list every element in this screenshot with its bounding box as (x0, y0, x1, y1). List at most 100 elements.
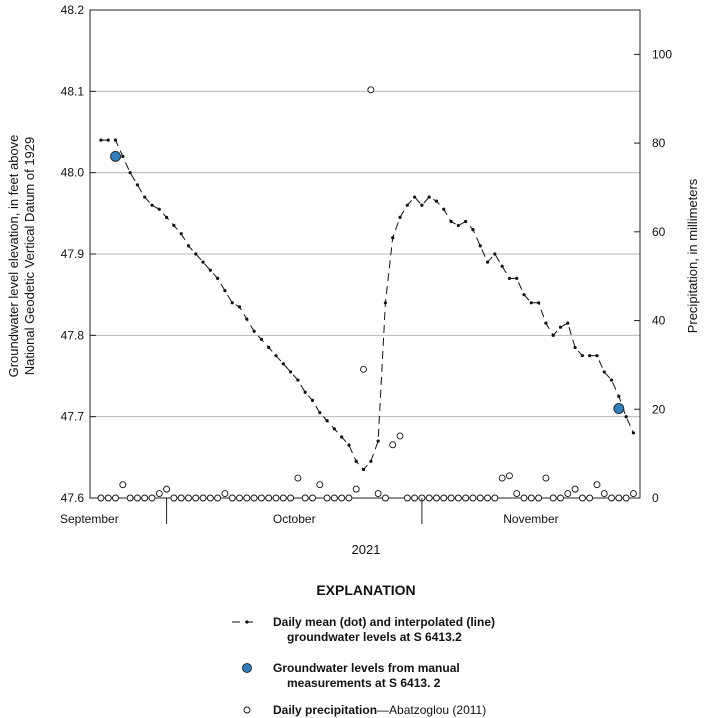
precipitation-point-18 (228, 494, 236, 502)
precipitation-point-1 (104, 494, 112, 502)
groundwater-daily-point-11 (179, 232, 183, 236)
month-label-0: September (60, 512, 119, 526)
precipitation-point-7 (148, 494, 156, 502)
groundwater-daily-point-23 (267, 345, 271, 350)
groundwater-daily-point-54 (493, 252, 497, 256)
precipitation-point-4 (126, 494, 134, 502)
precipitation-point-63 (557, 494, 564, 502)
groundwater-daily-point-52 (478, 244, 482, 248)
left-tick-label-0: 47.6 (61, 491, 85, 505)
groundwater-daily-point-49 (456, 223, 460, 228)
groundwater-daily-point-8 (157, 207, 161, 211)
precipitation-point-42 (403, 494, 411, 502)
groundwater-daily-point-35 (354, 459, 358, 463)
groundwater-daily-point-41 (398, 215, 402, 219)
legend-item-1-line-1: measurements at S 6413. 2 (287, 676, 441, 690)
right-tick-label-5: 100 (652, 47, 672, 61)
precipitation-point-21 (250, 494, 258, 502)
groundwater-daily-point-53 (485, 260, 490, 264)
precipitation-point-20 (243, 494, 251, 502)
precipitation-point-6 (141, 494, 149, 502)
groundwater-daily-point-58 (522, 293, 526, 297)
groundwater-daily-point-31 (325, 419, 329, 423)
precipitation-point-54 (491, 494, 499, 502)
right-tick-label-0: 0 (652, 491, 659, 505)
groundwater-daily-point-69 (602, 370, 606, 374)
legend-item-0-line-0: Daily mean (dot) and interpolated (line) (273, 615, 495, 629)
precipitation-point-32 (330, 494, 338, 502)
groundwater-daily-point-1 (106, 138, 110, 142)
precipitation-point-13 (192, 494, 200, 502)
precipitation-point-52 (476, 494, 484, 502)
precipitation-point-67 (586, 494, 594, 502)
groundwater-daily-point-70 (609, 378, 614, 382)
legend-item-0-line-1: groundwater levels at S 6413.2 (287, 630, 462, 644)
groundwater-daily-point-47 (442, 207, 446, 211)
precipitation-point-11 (177, 494, 185, 502)
legend-symbol-precip (243, 706, 251, 714)
month-label-1: October (273, 512, 316, 526)
precipitation-point-70 (608, 494, 616, 502)
precipitation-point-34 (345, 494, 353, 502)
precipitation-point-47 (440, 494, 448, 502)
legend-item-2-source: —Abatzoglou (2011) (377, 703, 486, 717)
groundwater-daily-point-51 (471, 228, 475, 232)
precipitation-point-35 (352, 485, 360, 493)
legend-item-2-line-0: Daily precipitation—Abatzoglou (2011) (273, 703, 486, 717)
groundwater-daily-point-67 (588, 354, 592, 358)
precipitation-point-59 (527, 494, 535, 502)
groundwater-daily-point-30 (318, 411, 322, 415)
groundwater-daily-point-62 (551, 333, 555, 337)
groundwater-daily-point-22 (259, 337, 264, 341)
groundwater-daily-point-36 (361, 467, 366, 472)
groundwater-daily-point-27 (296, 378, 300, 382)
precipitation-point-0 (97, 494, 105, 502)
groundwater-daily-point-17 (223, 289, 227, 293)
precipitation-point-56 (505, 472, 513, 480)
groundwater-daily-point-10 (172, 223, 176, 228)
precipitation-point-41 (396, 432, 404, 440)
left-axis-title-line1: Groundwater level elevation, in feet abo… (6, 135, 21, 378)
legend-title: EXPLANATION (316, 582, 415, 598)
precipitation-point-51 (469, 494, 477, 502)
groundwater-daily-point-56 (507, 276, 512, 280)
groundwater-daily-point-19 (237, 305, 242, 309)
groundwater-daily-point-3 (121, 154, 125, 158)
groundwater-daily-point-28 (303, 390, 307, 394)
precipitation-point-25 (279, 494, 287, 502)
groundwater-interpolated-line (100, 139, 634, 471)
groundwater-daily-point-0 (99, 138, 103, 142)
precipitation-point-57 (513, 490, 521, 498)
precipitation-point-50 (462, 494, 470, 502)
legend-item-1-line-0: Groundwater levels from manual (273, 661, 460, 675)
groundwater-daily-point-60 (537, 301, 541, 305)
groundwater-daily-point-71 (617, 394, 621, 398)
groundwater-daily-point-29 (310, 398, 315, 402)
precipitation-point-39 (381, 494, 389, 502)
groundwater-daily-point-20 (245, 317, 249, 321)
groundwater-daily-point-63 (558, 325, 563, 329)
precipitation-point-43 (411, 494, 419, 502)
right-axis-ticks: 0 20 40 60 80 100 (634, 47, 672, 505)
groundwater-daily-point-14 (201, 260, 205, 264)
groundwater-daily-point-45 (427, 195, 431, 199)
precipitation-point-27 (294, 474, 302, 482)
precipitation-point-19 (236, 494, 243, 502)
groundwater-daily-point-34 (347, 443, 351, 447)
groundwater-daily-point-68 (595, 354, 599, 358)
precipitation-point-69 (600, 490, 608, 498)
precipitation-point-65 (571, 485, 579, 493)
left-tick-label-2: 47.8 (61, 328, 85, 342)
groundwater-daily-point-61 (544, 321, 548, 325)
groundwater-daily-point-39 (383, 301, 388, 305)
precipitation-point-40 (389, 441, 397, 449)
right-axis-title: Precipitation, in millimeters (685, 178, 700, 333)
groundwater-daily-point-32 (332, 427, 336, 431)
legend-symbol-dot (245, 620, 249, 624)
right-tick-label-4: 80 (652, 136, 666, 150)
groundwater-daily-point-55 (500, 264, 504, 268)
groundwater-daily-point-18 (230, 301, 234, 305)
precipitation-point-71 (615, 494, 623, 502)
precipitation-point-48 (447, 494, 455, 502)
